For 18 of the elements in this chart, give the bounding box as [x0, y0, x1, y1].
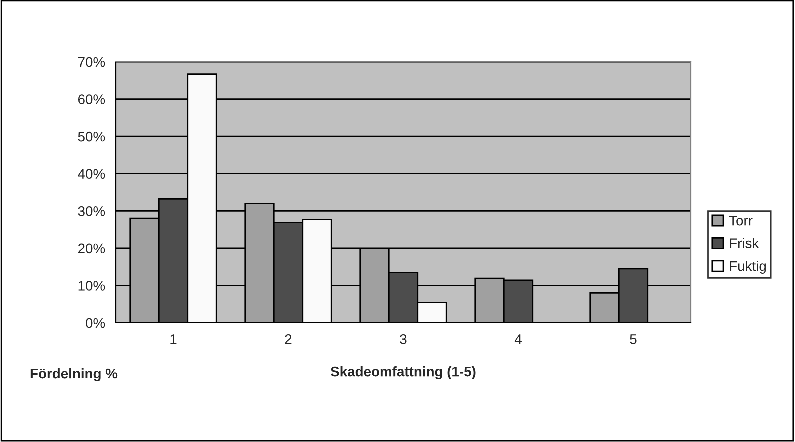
x-tick-label: 1 — [170, 334, 177, 344]
y-tick-label: 50% — [78, 132, 106, 142]
y-tick-label: 20% — [78, 244, 106, 254]
y-tick-label: 70% — [78, 57, 106, 68]
legend-label: Frisk — [730, 238, 760, 248]
x-tick-label: 2 — [285, 334, 292, 344]
x-tick-label: 3 — [400, 334, 407, 344]
legend-label: Torr — [729, 216, 753, 226]
y-tick-label: 60% — [78, 94, 106, 104]
x-tick-label: 4 — [514, 334, 522, 344]
y-tick-label: 0% — [86, 318, 106, 328]
y-tick-label: 10% — [78, 281, 106, 291]
x-axis-title: Skadeomfattning (1-5) — [330, 366, 476, 380]
y-tick-label: 30% — [78, 206, 106, 216]
x-tick-label: 5 — [630, 334, 637, 344]
y-tick-label: 40% — [78, 169, 106, 180]
legend-label: Fuktig — [730, 261, 766, 274]
y-axis-title: Fördelning % — [30, 368, 118, 382]
